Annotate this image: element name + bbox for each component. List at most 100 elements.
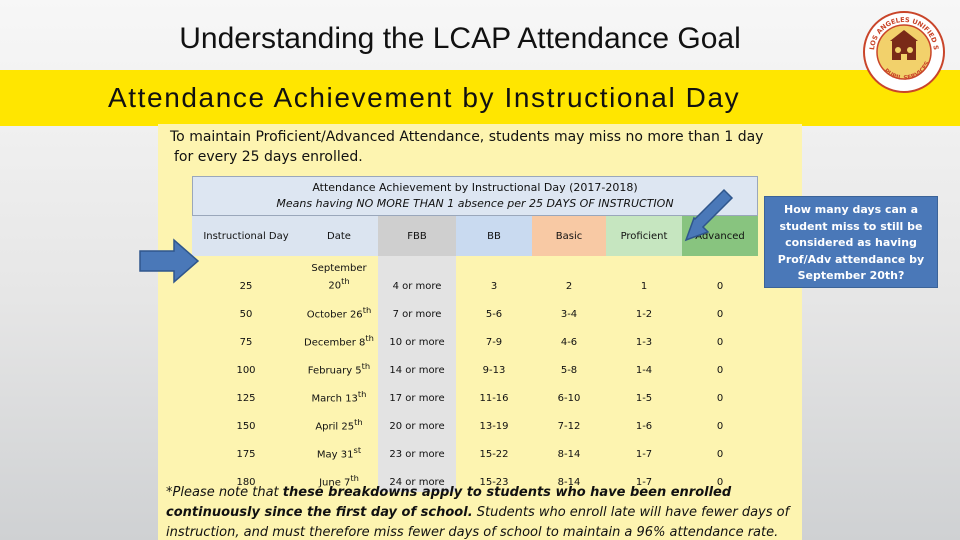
arrow-down-left-icon [684,188,734,242]
date-day: December 8 [304,337,366,348]
date-suffix: th [341,275,350,286]
cell-fbb: 14 or more [378,352,456,380]
table-row: 175 May 31st 23 or more 15-22 8-14 1-7 0 [192,436,758,464]
cell-instructional-day: 75 [239,337,253,348]
cell-date: February 5th [300,352,378,380]
header-bb: BB [456,216,532,256]
cell-fbb: 7 or more [378,296,456,324]
cell-advanced: 0 [716,421,724,432]
date-day: 20 [328,280,342,291]
cell-instructional-day: 50 [239,309,253,320]
date-suffix: st [353,444,362,455]
header-fbb: FBB [378,216,456,256]
cell-proficient: 1-7 [635,477,653,488]
cell-basic: 8-14 [557,449,581,460]
cell-proficient: 1-6 [635,421,653,432]
cell-date: March 13th [300,380,378,408]
cell-advanced: 0 [716,477,724,488]
table-row: 25 September 20th 4 or more 3 2 1 0 [192,256,758,296]
intro-line-2: for every 25 days enrolled. [174,149,363,165]
cell-basic: 3-4 [560,309,578,320]
cell-advanced: 0 [716,393,724,404]
cell-date: September 20th [300,256,378,296]
date-day: March 13 [311,393,358,404]
cell-proficient: 1-7 [635,449,653,460]
cell-bb: 3 [490,281,498,292]
date-day: February 5 [307,365,362,376]
cell-advanced: 0 [716,281,724,292]
date-suffix: th [354,416,363,427]
cell-bb: 15-22 [479,449,509,460]
cell-date: April 25th [300,408,378,436]
cell-bb: 15-23 [479,477,509,488]
cell-bb: 7-9 [485,337,503,348]
date-suffix: th [361,360,371,371]
cell-bb: 13-19 [479,421,509,432]
header-proficient: Proficient [606,216,682,256]
footnote: *Please note that these breakdowns apply… [166,483,796,540]
table-header-row: Instructional Day Date FBB BB Basic Prof… [192,216,758,256]
date-suffix: th [350,472,359,483]
attendance-table: Instructional Day Date FBB BB Basic Prof… [192,216,758,492]
table-row: 180 June 7th 24 or more 15-23 8-14 1-7 0 [192,464,758,492]
cell-basic: 5-8 [560,365,578,376]
table-subtitle: Means having NO MORE THAN 1 absence per … [276,197,674,210]
date-day: June 7 [319,477,351,488]
cell-date: December 8th [300,324,378,352]
cell-date: June 7th [300,464,378,492]
cell-advanced: 0 [716,449,724,460]
footnote-emphasis: these breakdowns apply to students who h… [166,485,732,520]
date-month: September [311,262,367,274]
cell-proficient: 1-4 [635,365,653,376]
table-title: Attendance Achievement by Instructional … [312,181,638,194]
cell-advanced: 0 [716,365,724,376]
cell-fbb: 20 or more [378,408,456,436]
date-suffix: th [365,332,374,343]
cell-date: May 31st [300,436,378,464]
cell-bb: 9-13 [482,365,506,376]
district-seal-logo: LOS ANGELES UNIFIED SCHOOL DISTRICT PUPI… [862,10,945,93]
banner-heading: Attendance Achievement by Instructional … [108,82,741,113]
table-row: 100 February 5th 14 or more 9-13 5-8 1-4… [192,352,758,380]
header-basic: Basic [532,216,606,256]
cell-basic: 7-12 [557,421,581,432]
intro-line-1: To maintain Proficient/Advanced Attendan… [170,129,764,145]
footnote-rest: Students who enroll late will have fewer… [166,505,790,540]
cell-instructional-day: 175 [236,449,256,460]
header-instructional-day: Instructional Day [192,216,300,256]
cell-instructional-day: 100 [236,365,256,376]
cell-advanced: 0 [716,309,724,320]
title-banner [0,70,960,126]
cell-basic: 2 [565,281,573,292]
cell-advanced: 0 [716,337,724,348]
question-callout: How many days can a student miss to stil… [764,196,938,288]
date-day: May 31 [316,449,354,460]
header-date: Date [300,216,378,256]
cell-basic: 4-6 [560,337,578,348]
page-title: Understanding the LCAP Attendance Goal [179,22,741,55]
cell-proficient: 1-3 [635,337,653,348]
cell-bb: 11-16 [479,393,509,404]
cell-fbb: 4 or more [378,256,456,296]
intro-text: To maintain Proficient/Advanced Attendan… [170,127,800,167]
cell-fbb: 10 or more [378,324,456,352]
cell-proficient: 1-5 [635,393,653,404]
arrow-right-icon [139,238,200,284]
cell-proficient: 1 [640,281,648,292]
date-day: October 26 [306,309,363,320]
cell-instructional-day: 180 [236,477,256,488]
cell-basic: 8-14 [557,477,581,488]
table-row: 125 March 13th 17 or more 11-16 6-10 1-5… [192,380,758,408]
cell-instructional-day: 125 [236,393,256,404]
cell-date: October 26th [300,296,378,324]
cell-proficient: 1-2 [635,309,653,320]
cell-fbb: 17 or more [378,380,456,408]
cell-instructional-day: 150 [236,421,256,432]
cell-fbb: 23 or more [378,436,456,464]
table-row: 50 October 26th 7 or more 5-6 3-4 1-2 0 [192,296,758,324]
footnote-intro: *Please note that [166,485,283,500]
date-suffix: th [362,304,372,315]
cell-bb: 5-6 [485,309,503,320]
cell-instructional-day: 25 [239,281,253,292]
table-caption: Attendance Achievement by Instructional … [192,176,758,216]
